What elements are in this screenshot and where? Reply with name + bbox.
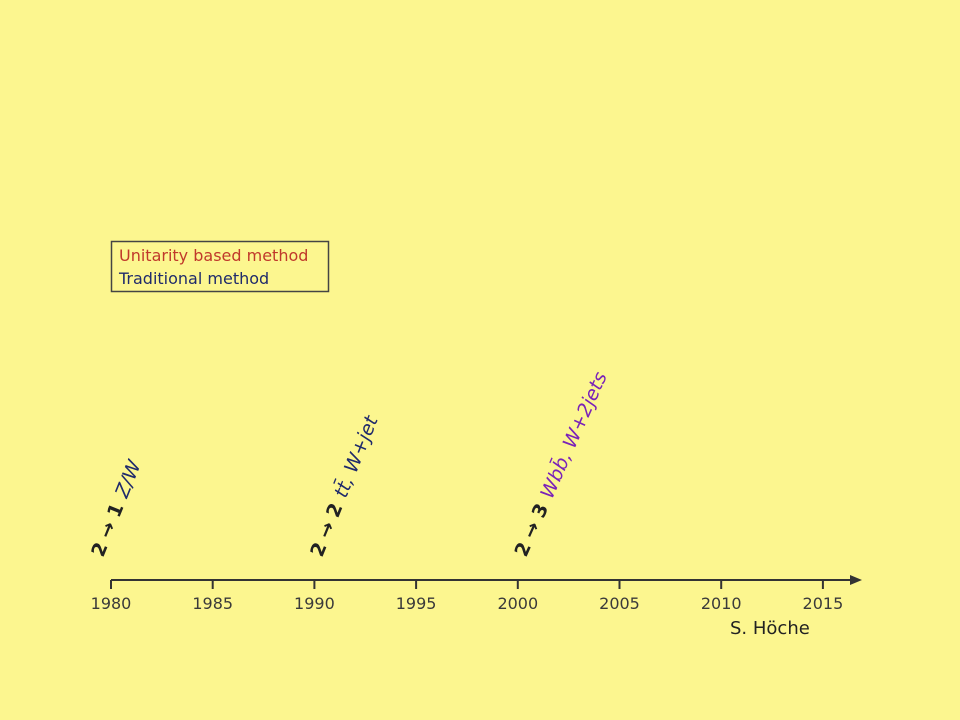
legend: Unitarity based method Traditional metho… <box>110 240 330 293</box>
legend-item: Unitarity based method <box>119 246 308 265</box>
tick-label: 2000 <box>497 594 538 613</box>
credit: S. Höche <box>730 618 810 639</box>
tick-label: 1990 <box>294 594 335 613</box>
tick-label: 2010 <box>701 594 742 613</box>
tick-label: 2015 <box>803 594 844 613</box>
legend-box <box>110 240 330 293</box>
axis-arrow <box>850 575 862 585</box>
tick-label: 1980 <box>91 594 132 613</box>
legend-item: Traditional method <box>118 269 269 288</box>
tick-label: 1995 <box>396 594 437 613</box>
tick-label: 2005 <box>599 594 640 613</box>
timeline-axis: 1980 1985 1990 1995 2000 2005 2010 2015 <box>91 575 862 613</box>
tick-label: 1985 <box>192 594 233 613</box>
